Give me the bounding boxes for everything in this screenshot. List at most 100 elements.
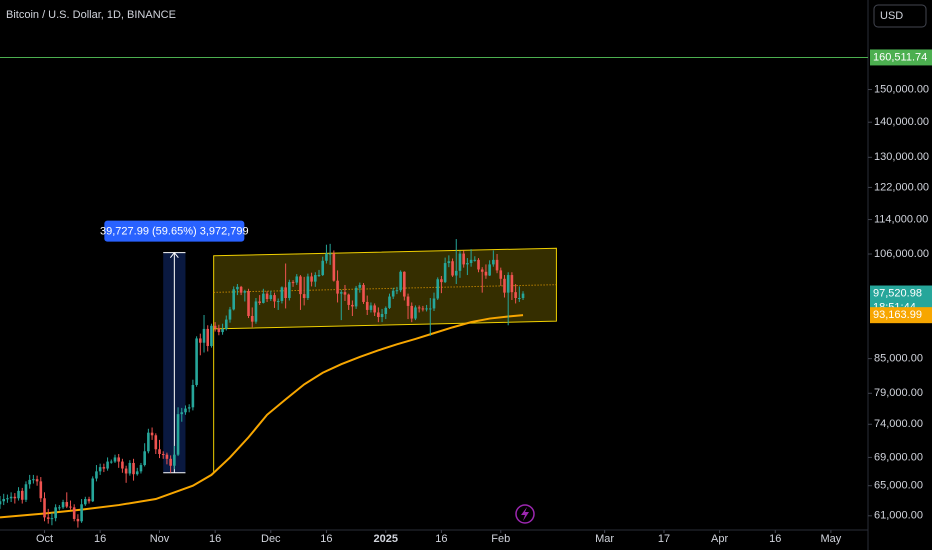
candle-body: [276, 300, 280, 302]
candle-body: [150, 432, 154, 436]
currency-button[interactable]: [873, 4, 927, 28]
candle-body: [417, 307, 421, 309]
candle-body: [176, 414, 180, 455]
candle-body: [288, 282, 291, 299]
candle-body: [213, 325, 217, 329]
candle-body: [447, 261, 451, 264]
candle-body: [161, 454, 165, 456]
candle-body: [399, 271, 402, 291]
candle-body: [458, 253, 462, 271]
candle-body: [98, 467, 102, 472]
candle-body: [228, 309, 232, 320]
candle-body: [284, 287, 287, 299]
candle-body: [377, 312, 380, 318]
candle-body: [336, 280, 339, 294]
candle-body: [480, 269, 484, 272]
candle-body: [187, 407, 191, 409]
candle-body: [469, 259, 473, 264]
candle-body: [321, 260, 325, 276]
candle-body: [113, 457, 117, 462]
candle-body: [369, 305, 373, 310]
x-tick-label: Nov: [150, 533, 170, 545]
candle-body: [247, 291, 250, 317]
candle-body: [291, 282, 295, 284]
candle-body: [232, 289, 235, 310]
candle-body: [169, 458, 172, 466]
measure-arrowhead: [169, 251, 179, 258]
candle-body: [32, 479, 35, 481]
candle-body: [221, 328, 224, 333]
candle-body: [46, 517, 50, 519]
y-tick-label: 61,000.00: [874, 510, 923, 522]
candle-body: [28, 479, 31, 485]
currency-label[interactable]: USD: [880, 10, 903, 22]
candle-body: [499, 270, 503, 279]
candle-body: [451, 261, 454, 276]
x-tick-label: Dec: [261, 533, 281, 545]
candle-body: [250, 316, 254, 322]
measure-label: 39,727.99 (59.65%) 3,972,799: [100, 226, 249, 238]
candle-body: [358, 284, 362, 288]
candle-body: [325, 253, 328, 261]
x-tick-label: Mar: [595, 533, 614, 545]
candle-body: [432, 298, 436, 309]
y-tick-label: 65,000.00: [874, 480, 923, 492]
candle-body: [373, 305, 376, 313]
candle-body: [184, 408, 187, 413]
x-tick-label: Feb: [491, 533, 510, 545]
candle-body: [477, 259, 480, 270]
x-tick-label: 16: [769, 533, 781, 545]
candle-body: [24, 484, 28, 500]
icon-bolt[interactable]: [521, 507, 529, 521]
candle-body: [6, 498, 9, 500]
candle-body: [121, 461, 124, 469]
candle-body: [421, 308, 425, 310]
candle-body: [195, 338, 198, 385]
candle-body: [395, 290, 399, 292]
candle-body: [273, 295, 276, 302]
candle-body: [65, 502, 69, 507]
candle-body: [180, 412, 184, 415]
candle-body: [217, 328, 221, 333]
candle-body: [106, 461, 109, 469]
candle-body: [436, 279, 440, 299]
candle-body: [310, 276, 313, 282]
candle-body: [295, 276, 299, 283]
candle-body: [91, 478, 95, 502]
lightning-icon[interactable]: [515, 504, 535, 524]
x-tick-label: 16: [435, 533, 447, 545]
candle-body: [69, 506, 72, 508]
candle-body: [454, 270, 458, 276]
candle-body: [506, 275, 510, 293]
horizontal-line-label: 160,511.74: [873, 51, 927, 63]
candle-body: [328, 253, 332, 255]
candle-body: [2, 499, 6, 502]
candle-body: [440, 279, 443, 283]
y-tick-label: 122,000.00: [874, 181, 929, 193]
candle-body: [58, 507, 61, 509]
icon-circle[interactable]: [515, 504, 535, 524]
candle-body: [299, 276, 302, 295]
candle-body: [76, 518, 80, 522]
candle-body: [306, 276, 310, 299]
x-tick-label: May: [821, 533, 842, 545]
candle-body: [384, 307, 388, 314]
candle-body: [262, 293, 265, 303]
price-tag-label: 97,520.98: [873, 287, 922, 299]
candle-body: [403, 271, 406, 297]
candle-body: [20, 490, 24, 500]
candle-body: [72, 507, 76, 519]
candle-body: [80, 504, 83, 522]
candle-body: [154, 435, 158, 450]
candle-body: [414, 307, 417, 319]
candle-body: [199, 338, 202, 343]
x-tick-label: 16: [209, 533, 221, 545]
candle-body: [210, 325, 213, 346]
candle-body: [61, 502, 65, 508]
candle-body: [13, 496, 17, 499]
chart-title: Bitcoin / U.S. Dollar, 1D, BINANCE: [6, 9, 176, 21]
candle-body: [236, 286, 239, 290]
candle-body: [50, 518, 54, 520]
candle-body: [206, 328, 210, 346]
